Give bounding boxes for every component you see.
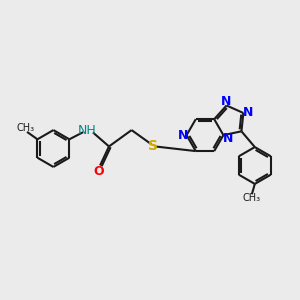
Text: NH: NH <box>78 124 97 136</box>
Text: O: O <box>94 165 104 178</box>
Text: N: N <box>223 132 233 145</box>
Text: N: N <box>221 94 232 107</box>
Text: S: S <box>148 140 158 153</box>
Text: N: N <box>178 129 188 142</box>
Text: N: N <box>243 106 253 119</box>
Text: CH₃: CH₃ <box>243 193 261 203</box>
Text: CH₃: CH₃ <box>16 123 34 133</box>
